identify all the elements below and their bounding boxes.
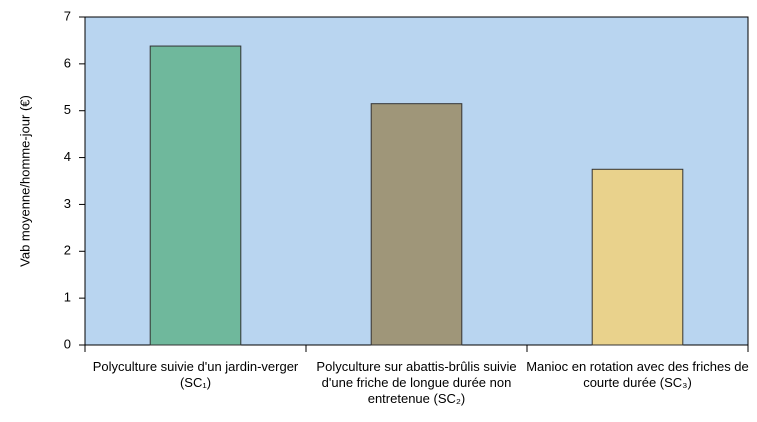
y-tick-label: 3 (64, 196, 71, 211)
x-tick-label: Polyculture sur abattis-brûlis suivie d'… (316, 359, 517, 406)
y-tick-label: 0 (64, 336, 71, 351)
x-tick-label: Polyculture suivie d'un jardin-verger (S… (92, 359, 299, 390)
y-tick-label: 5 (64, 102, 71, 117)
y-tick-label: 1 (64, 290, 71, 305)
y-tick-label: 2 (64, 243, 71, 258)
y-tick-label: 6 (64, 55, 71, 70)
x-tick-label: Manioc en rotation avec des friches de c… (526, 359, 749, 390)
bar (370, 103, 463, 346)
y-tick-label: 4 (64, 149, 71, 164)
bar (149, 45, 242, 346)
y-tick-label: 7 (64, 8, 71, 23)
bar (591, 168, 684, 346)
y-axis-label: Vab moyenne/homme-jour (€) (17, 95, 32, 267)
